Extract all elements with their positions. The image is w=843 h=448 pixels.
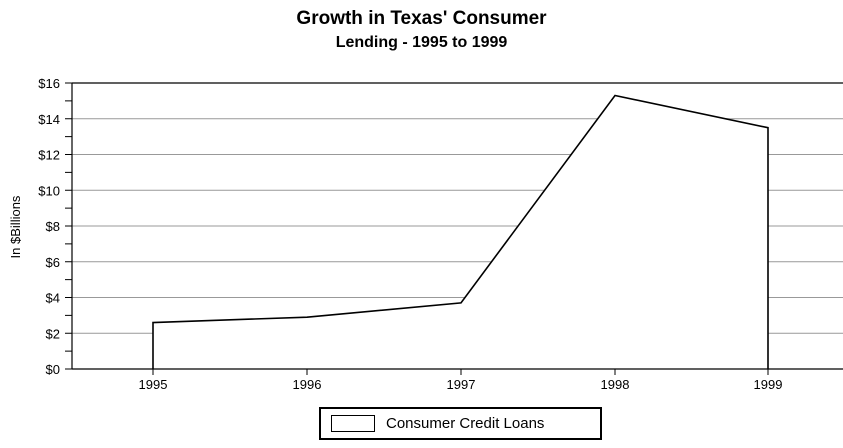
- y-tick-label: $2: [46, 326, 60, 341]
- legend-label: Consumer Credit Loans: [386, 415, 545, 432]
- legend-swatch: [331, 415, 375, 432]
- area-fill: [153, 95, 768, 369]
- y-tick-label: $6: [46, 255, 60, 270]
- y-tick-label: $4: [46, 291, 60, 306]
- y-axis-label: In $Billions: [8, 195, 23, 258]
- x-tick-labels: 1995 1996 1997 1998 1999: [139, 377, 783, 392]
- y-tick-label: $0: [46, 362, 60, 377]
- x-tick-label: 1995: [139, 377, 168, 392]
- legend: Consumer Credit Loans: [319, 407, 602, 440]
- series-area: [152, 94, 769, 369]
- x-tick-label: 1998: [601, 377, 630, 392]
- chart-subtitle: Lending - 1995 to 1999: [335, 34, 508, 51]
- y-tick-label: $14: [38, 112, 60, 127]
- chart-title: Growth in Texas' Consumer: [296, 8, 547, 29]
- y-tick-label: $16: [38, 76, 60, 91]
- y-tick-label: $8: [46, 219, 60, 234]
- y-tick-label: $10: [38, 183, 60, 198]
- x-tick-label: 1999: [754, 377, 783, 392]
- y-tick-label: $12: [38, 148, 60, 163]
- x-tick-label: 1996: [293, 377, 322, 392]
- axes: [65, 82, 843, 375]
- y-tick-labels: $0 $2 $4 $6 $8 $10 $12 $14 $16: [38, 76, 60, 377]
- x-tick-label: 1997: [447, 377, 476, 392]
